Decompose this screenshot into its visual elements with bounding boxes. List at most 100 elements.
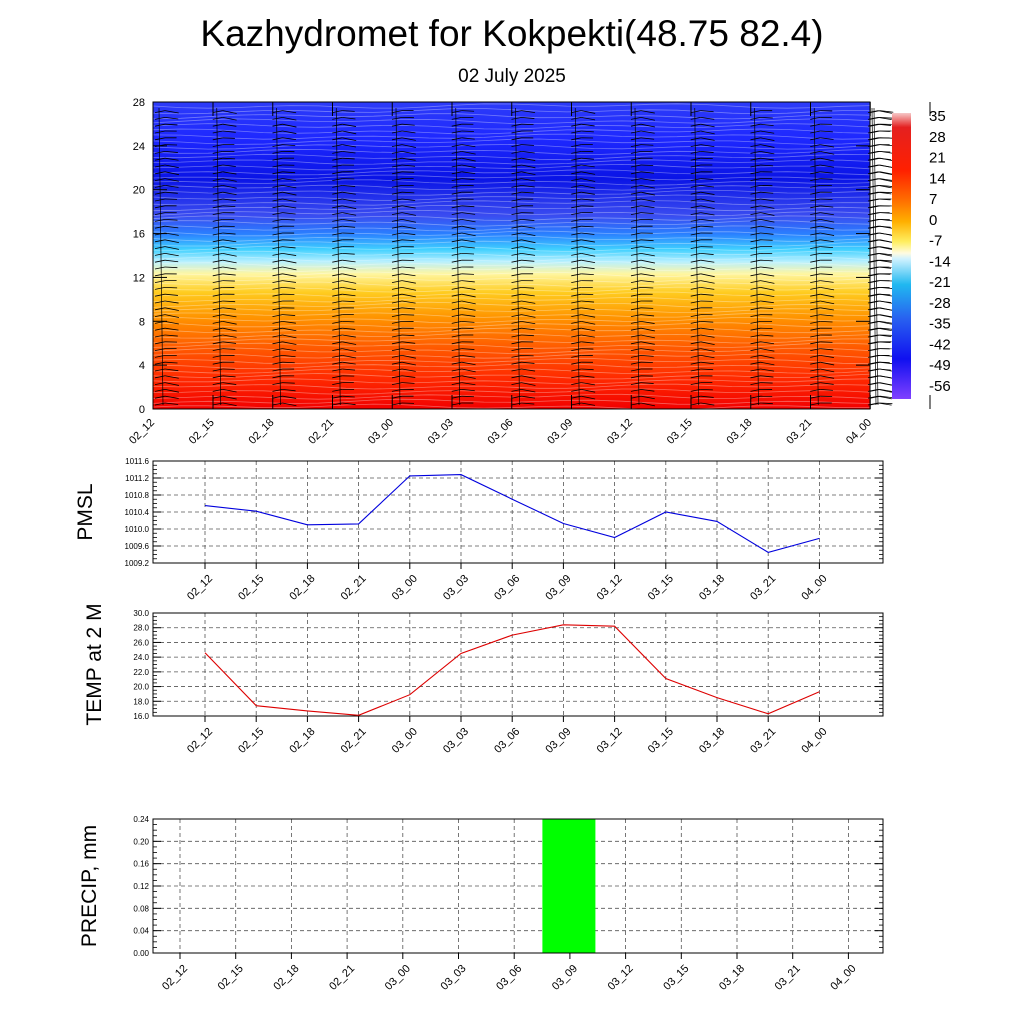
wind-barb: [332, 293, 343, 297]
wind-barb: [272, 375, 283, 379]
wind-barb: [451, 273, 462, 277]
contour-line: [152, 281, 871, 288]
wind-barb: [391, 130, 403, 134]
wind-barb-flag: [521, 178, 536, 182]
contour-line: [152, 230, 871, 237]
wind-barb-flag: [401, 280, 416, 284]
wind-barb-flag: [581, 327, 596, 332]
wind-barb: [810, 361, 821, 365]
wind-barb-flag: [700, 144, 715, 148]
wind-barb: [451, 321, 462, 324]
temperature-contours: [152, 103, 871, 411]
wind-barb-flag: [877, 117, 892, 120]
wind-barb: [451, 341, 462, 345]
wind-barb-flag: [700, 259, 715, 263]
wind-barb: [154, 307, 166, 311]
colorbar-label: 0: [929, 212, 937, 229]
wind-barb: [272, 225, 283, 229]
x-tick-label: 02_15: [236, 726, 266, 756]
wind-barb-flag: [461, 246, 475, 249]
wind-barb-flag: [222, 314, 237, 318]
wind-barb: [810, 375, 821, 379]
x-tick-label: 02_18: [247, 417, 277, 447]
wind-barb-flag: [461, 375, 476, 379]
x-tick-label: 02_12: [160, 963, 190, 993]
wind-barb-flag: [820, 205, 834, 208]
wind-barb: [630, 334, 642, 338]
wind-barb-flag: [877, 164, 892, 168]
wind-barb-flag: [401, 334, 415, 337]
wind-barb-flag: [877, 191, 892, 195]
x-tick-label: 03_06: [494, 963, 524, 993]
wind-barb-flag: [760, 191, 774, 194]
wind-barb: [451, 219, 462, 222]
wind-barb: [750, 259, 761, 263]
wind-barb-flag: [164, 327, 179, 331]
wind-barb: [571, 144, 582, 147]
contour-line: [152, 276, 871, 283]
wind-barb-flag: [640, 123, 655, 128]
wind-barb: [750, 130, 761, 134]
wind-barb-flag: [282, 355, 296, 358]
wind-barb: [630, 259, 642, 263]
wind-barb-flag: [342, 402, 356, 406]
wind-barb-flag: [282, 348, 297, 352]
wind-barb-flag: [820, 375, 835, 379]
wind-barb: [750, 225, 761, 229]
x-tick-label: 03_03: [439, 963, 469, 993]
wind-barb: [810, 314, 821, 317]
colorbar-label: 35: [929, 108, 946, 125]
wind-barb-flag: [521, 164, 536, 169]
y-tick-label: 0: [139, 404, 145, 416]
wind-barb: [571, 307, 582, 311]
wind-barb-flag: [820, 382, 834, 385]
contour-line: [152, 240, 871, 247]
wind-barb: [332, 123, 343, 127]
wind-barb-flag: [521, 239, 536, 244]
wind-barb: [571, 273, 582, 277]
wind-barb: [630, 144, 642, 147]
wind-barb: [391, 266, 403, 270]
wind-barb-flag: [700, 395, 714, 398]
wind-barb-flag: [640, 395, 655, 400]
wind-barb-flag: [640, 253, 655, 257]
wind-barb: [272, 151, 283, 154]
wind-barb: [630, 151, 642, 154]
wind-barb: [272, 368, 283, 372]
wind-barb: [750, 123, 761, 127]
wind-barb-flag: [401, 225, 416, 230]
wind-barb: [212, 137, 223, 141]
wind-barb: [212, 287, 223, 290]
wind-barb-flag: [401, 130, 416, 134]
wind-barb: [511, 280, 522, 283]
y-tick-label: 0.00: [133, 949, 149, 958]
wind-barb-flag: [700, 123, 715, 128]
wind-barb: [332, 287, 343, 290]
wind-barb: [332, 307, 343, 311]
wind-barb: [690, 219, 701, 222]
wind-barb-flag: [461, 300, 476, 305]
wind-barb: [332, 137, 343, 141]
wind-barb-flag: [282, 130, 297, 134]
wind-barb-flag: [820, 246, 833, 249]
wind-barb-flag: [222, 307, 236, 310]
x-tick-label: 03_18: [697, 726, 727, 756]
wind-barb: [630, 280, 642, 283]
wind-barb: [451, 110, 462, 113]
wind-barb-flag: [877, 300, 892, 303]
contour-line: [152, 383, 871, 390]
wind-barb: [332, 348, 343, 351]
wind-barb-flag: [164, 368, 179, 372]
wind-barb: [332, 334, 343, 338]
wind-barb: [511, 355, 522, 358]
wind-barb-staff: [216, 107, 222, 406]
wind-barb: [272, 334, 283, 338]
y-tick-label: 0.16: [133, 860, 149, 869]
wind-barb-flag: [222, 273, 236, 276]
wind-barb-flag: [461, 253, 475, 255]
wind-barb: [212, 110, 223, 113]
wind-barb-flag: [342, 185, 356, 187]
wind-barb-flag: [342, 280, 357, 284]
wind-barb-flag: [640, 402, 656, 407]
wind-barb: [451, 151, 462, 154]
